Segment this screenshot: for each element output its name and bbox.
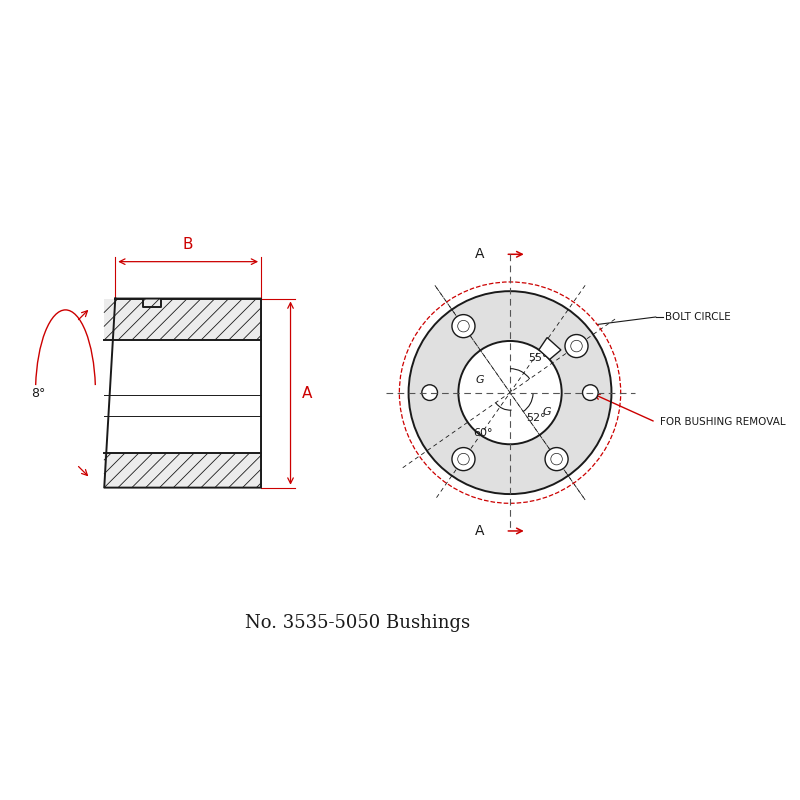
Text: 52°: 52° <box>526 414 546 423</box>
Text: G: G <box>476 375 485 385</box>
Circle shape <box>458 341 562 444</box>
Text: G: G <box>542 407 551 417</box>
Text: No. 3535-5050 Bushings: No. 3535-5050 Bushings <box>246 614 470 632</box>
Circle shape <box>452 314 475 338</box>
Text: 55°: 55° <box>529 353 548 362</box>
Polygon shape <box>539 338 561 359</box>
Circle shape <box>422 385 438 401</box>
Text: A: A <box>474 247 484 262</box>
Text: A: A <box>474 524 484 538</box>
Text: A: A <box>302 386 312 401</box>
Circle shape <box>452 447 475 470</box>
Circle shape <box>565 334 588 358</box>
Bar <box>104 298 261 340</box>
Text: B: B <box>183 238 194 253</box>
Text: BOLT CIRCLE: BOLT CIRCLE <box>665 312 730 322</box>
Text: 8°: 8° <box>30 386 45 399</box>
Circle shape <box>545 447 568 470</box>
Bar <box>104 454 261 488</box>
Circle shape <box>409 291 611 494</box>
Text: FOR BUSHING REMOVAL: FOR BUSHING REMOVAL <box>660 417 786 427</box>
Text: 60°: 60° <box>473 428 493 438</box>
Circle shape <box>582 385 598 401</box>
